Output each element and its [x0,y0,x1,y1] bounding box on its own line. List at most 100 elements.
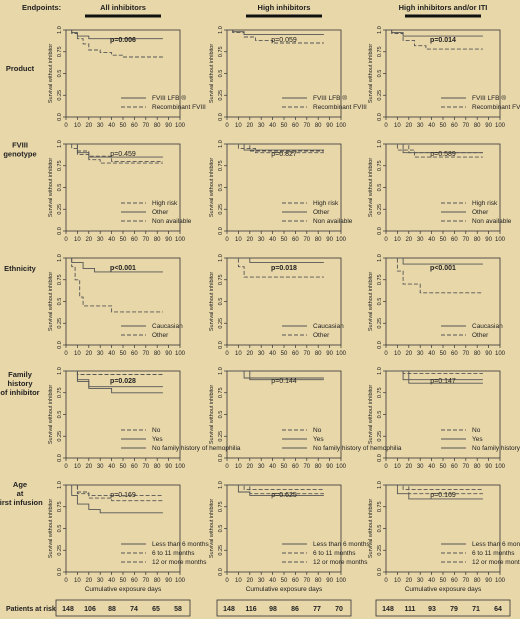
x-tick-label: 100 [495,578,506,584]
x-tick-label: 90 [485,123,492,129]
y-tick-label: 0.25 [218,90,224,101]
km-curve-other [227,257,324,278]
column-headers: All inhibitors High inhibitors High inhibi… [85,3,488,18]
x-tick-label: 20 [85,578,92,584]
legend-label-other: Other [313,209,330,216]
at-risk-value: 86 [291,606,299,613]
x-tick-label: 10 [394,237,401,243]
column-header-high-inhibitors-and-or-iti: High inhibitors and/or ITI [399,3,488,12]
legend-label-no: No [472,427,481,434]
x-tick-label: 90 [326,237,333,243]
x-tick-label: 60 [131,123,138,129]
panel-family-history-of-inhibitor-high-inhibitors: 0.0 0.25 0.5 0.75 1.0 Survival without inhibi… [209,367,402,470]
km-curve-fviii-lfb [227,29,324,35]
y-axis-label: Survival without inhibitor [48,499,54,558]
km-curve-non-available [386,143,483,154]
x-tick-label: 60 [451,237,458,243]
x-tick-label: 0 [64,578,68,584]
y-tick-label: 0.25 [57,204,63,215]
legend-label-less-than-6-months: Less than 6 months [313,541,370,548]
at-risk-value: 77 [313,606,321,613]
at-risk-value: 148 [223,606,235,613]
panel-product-high-inhibitors-and-or-iti: 0.0 0.25 0.5 0.75 1.0 Survival without inhibi… [368,26,520,129]
x-tick-label: 40 [428,464,435,470]
y-tick-label: 1.0 [57,26,63,34]
y-tick-label: 0.0 [377,454,383,462]
y-axis-label: Survival without inhibitor [368,272,374,331]
panel-product-high-inhibitors: 0.0 0.25 0.5 0.75 1.0 Survival without inhibi… [209,26,367,129]
y-axis-label: Survival without inhibitor [48,44,54,103]
y-tick-label: 0.0 [377,227,383,235]
x-tick-label: 20 [85,464,92,470]
y-tick-label: 1.0 [57,140,63,148]
y-axis-label: Survival without inhibitor [48,158,54,217]
x-tick-label: 40 [108,123,115,129]
y-tick-label: 0.5 [218,70,224,78]
y-tick-label: 0.0 [218,113,224,121]
x-tick-label: 70 [142,237,149,243]
km-curve-12-or-more-months [66,484,163,502]
panel-age-at-first-infusion-all-inhibitors: 0.0 0.25 0.5 0.75 1.0 Survival without inhibi… [48,481,209,593]
at-risk-value: 111 [405,606,416,613]
legend-label-non-available: Non available [472,218,512,225]
y-tick-label: 0.75 [57,160,63,171]
x-tick-label: 30 [258,237,265,243]
y-tick-label: 0.75 [218,387,224,398]
y-tick-label: 0.75 [377,160,383,171]
legend-label-6-to-11-months: 6 to 11 months [152,550,195,557]
panel-ethnicity-high-inhibitors-and-or-iti: 0.0 0.25 0.5 0.75 1.0 Survival without inhibi… [368,254,506,357]
legend-label-other: Other [472,332,489,339]
y-tick-label: 1.0 [57,481,63,489]
y-tick-label: 0.75 [377,387,383,398]
column-header-all-inhibitors: All inhibitors [100,3,146,12]
x-tick-label: 70 [303,351,310,357]
y-tick-label: 0.5 [377,70,383,78]
x-tick-label: 20 [85,351,92,357]
x-tick-label: 50 [440,578,447,584]
x-tick-label: 80 [474,578,481,584]
panel-fviii-genotype-high-inhibitors-and-or-iti: 0.0 0.25 0.5 0.75 1.0 Survival without inhibi… [368,140,512,243]
x-tick-label: 20 [405,237,412,243]
x-tick-label: 0 [64,123,68,129]
legend-label-12-or-more-months: 12 or more months [152,559,207,566]
legend-label-caucasian: Caucasian [152,323,183,330]
legend-label-caucasian: Caucasian [313,323,344,330]
y-tick-label: 1.0 [377,367,383,375]
km-curve-less-than-6-months [66,484,163,514]
x-tick-label: 80 [315,237,322,243]
legend-label-no-family-history-of-hemophilia: No family history of hemophilia [152,445,241,452]
x-tick-label: 100 [175,464,186,470]
x-tick-label: 20 [405,578,412,584]
y-tick-label: 0.25 [57,431,63,442]
km-curve-non-available [66,143,163,162]
at-risk-value: 74 [130,606,138,613]
at-risk-value: 70 [335,606,343,613]
x-tick-label: 50 [281,237,288,243]
x-tick-label: 0 [64,464,68,470]
x-tick-label: 90 [165,351,172,357]
at-risk-box [55,599,191,617]
legend-label-fviii-lfb: FVIII LFB ® [313,94,347,102]
x-tick-label: 0 [225,351,229,357]
x-tick-label: 90 [165,123,172,129]
legend-label-recombinant-fviii: Recombinant FVIII [152,104,206,111]
y-tick-label: 0.0 [377,113,383,121]
y-axis-label: Survival without inhibitor [209,385,215,444]
row-label-age-at-first-infusion: Age at first infusion [0,480,43,507]
y-tick-label: 0.75 [57,501,63,512]
y-tick-label: 0.75 [57,274,63,285]
legend-label-other: Other [472,209,489,216]
row-label-product: Product [6,64,35,73]
x-tick-label: 20 [246,578,253,584]
x-tick-label: 50 [281,351,288,357]
y-tick-label: 0.0 [377,568,383,576]
x-tick-label: 100 [175,351,186,357]
x-tick-label: 80 [474,237,481,243]
x-tick-label: 10 [235,123,242,129]
x-tick-label: 30 [97,464,104,470]
y-tick-label: 0.0 [57,113,63,121]
x-tick-label: 10 [74,123,81,129]
x-tick-label: 70 [303,578,310,584]
x-tick-label: 50 [440,123,447,129]
x-tick-label: 40 [428,237,435,243]
